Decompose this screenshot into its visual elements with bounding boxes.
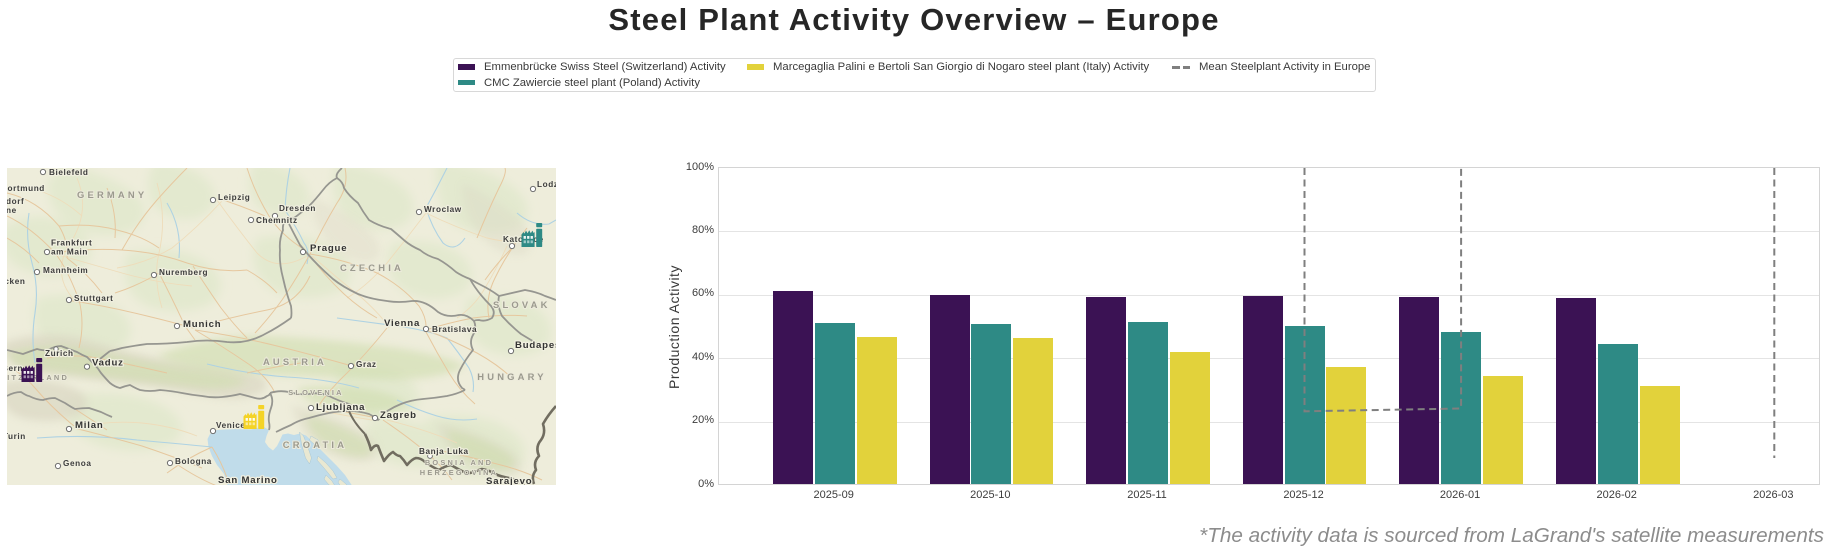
svg-text:Prague: Prague [310,243,347,254]
svg-text:CROATIA: CROATIA [283,439,347,450]
svg-text:Venice: Venice [216,421,246,430]
svg-text:Vaduz: Vaduz [92,358,124,369]
svg-text:Frankfurt: Frankfurt [51,239,92,248]
svg-text:Stuttgart: Stuttgart [74,294,114,303]
svg-text:Lodz: Lodz [537,180,556,189]
svg-text:Nuremberg: Nuremberg [159,268,208,277]
svg-text:Budapest: Budapest [515,340,556,351]
svg-text:Bratislava: Bratislava [432,325,477,334]
svg-text:BOSNIA AND: BOSNIA AND [425,458,493,467]
svg-text:SLOVENIA: SLOVENIA [288,388,343,397]
svg-text:GERMANY: GERMANY [77,189,147,200]
svg-text:San Marino: San Marino [218,475,278,485]
svg-text:Sarajevo: Sarajevo [486,476,532,485]
svg-text:Chemnitz: Chemnitz [256,216,298,225]
svg-text:Wroclaw: Wroclaw [424,205,462,214]
svg-text:Leipzig: Leipzig [218,193,250,202]
svg-text:AUSTRIA: AUSTRIA [263,356,327,367]
svg-text:Dortmund: Dortmund [7,184,45,193]
svg-text:am Main: am Main [51,248,88,257]
svg-text:Bielefeld: Bielefeld [49,168,89,177]
svg-text:Ljubljana: Ljubljana [316,402,365,413]
svg-text:rucken: rucken [7,277,25,286]
svg-text:Munich: Munich [183,319,221,330]
svg-text:ne: ne [7,206,17,215]
svg-text:Graz: Graz [356,360,377,369]
svg-text:Mannheim: Mannheim [43,266,88,275]
svg-text:Banja Luka: Banja Luka [419,447,469,456]
svg-text:HERZEGOVINA: HERZEGOVINA [420,468,498,477]
svg-text:Bern: Bern [7,364,23,373]
svg-text:Zagreb: Zagreb [380,410,417,421]
svg-text:SLOVAK: SLOVAK [493,299,551,310]
svg-text:Turin: Turin [7,432,26,441]
svg-text:Dresden: Dresden [279,204,316,213]
svg-text:Vienna: Vienna [384,318,420,329]
svg-text:Zurich: Zurich [45,349,74,358]
svg-text:Genoa: Genoa [63,459,91,468]
svg-text:dorf: dorf [7,197,24,206]
svg-text:Milan: Milan [75,420,104,431]
svg-text:HUNGARY: HUNGARY [477,371,546,382]
svg-text:CZECHIA: CZECHIA [340,262,404,273]
svg-text:Bologna: Bologna [175,457,212,466]
